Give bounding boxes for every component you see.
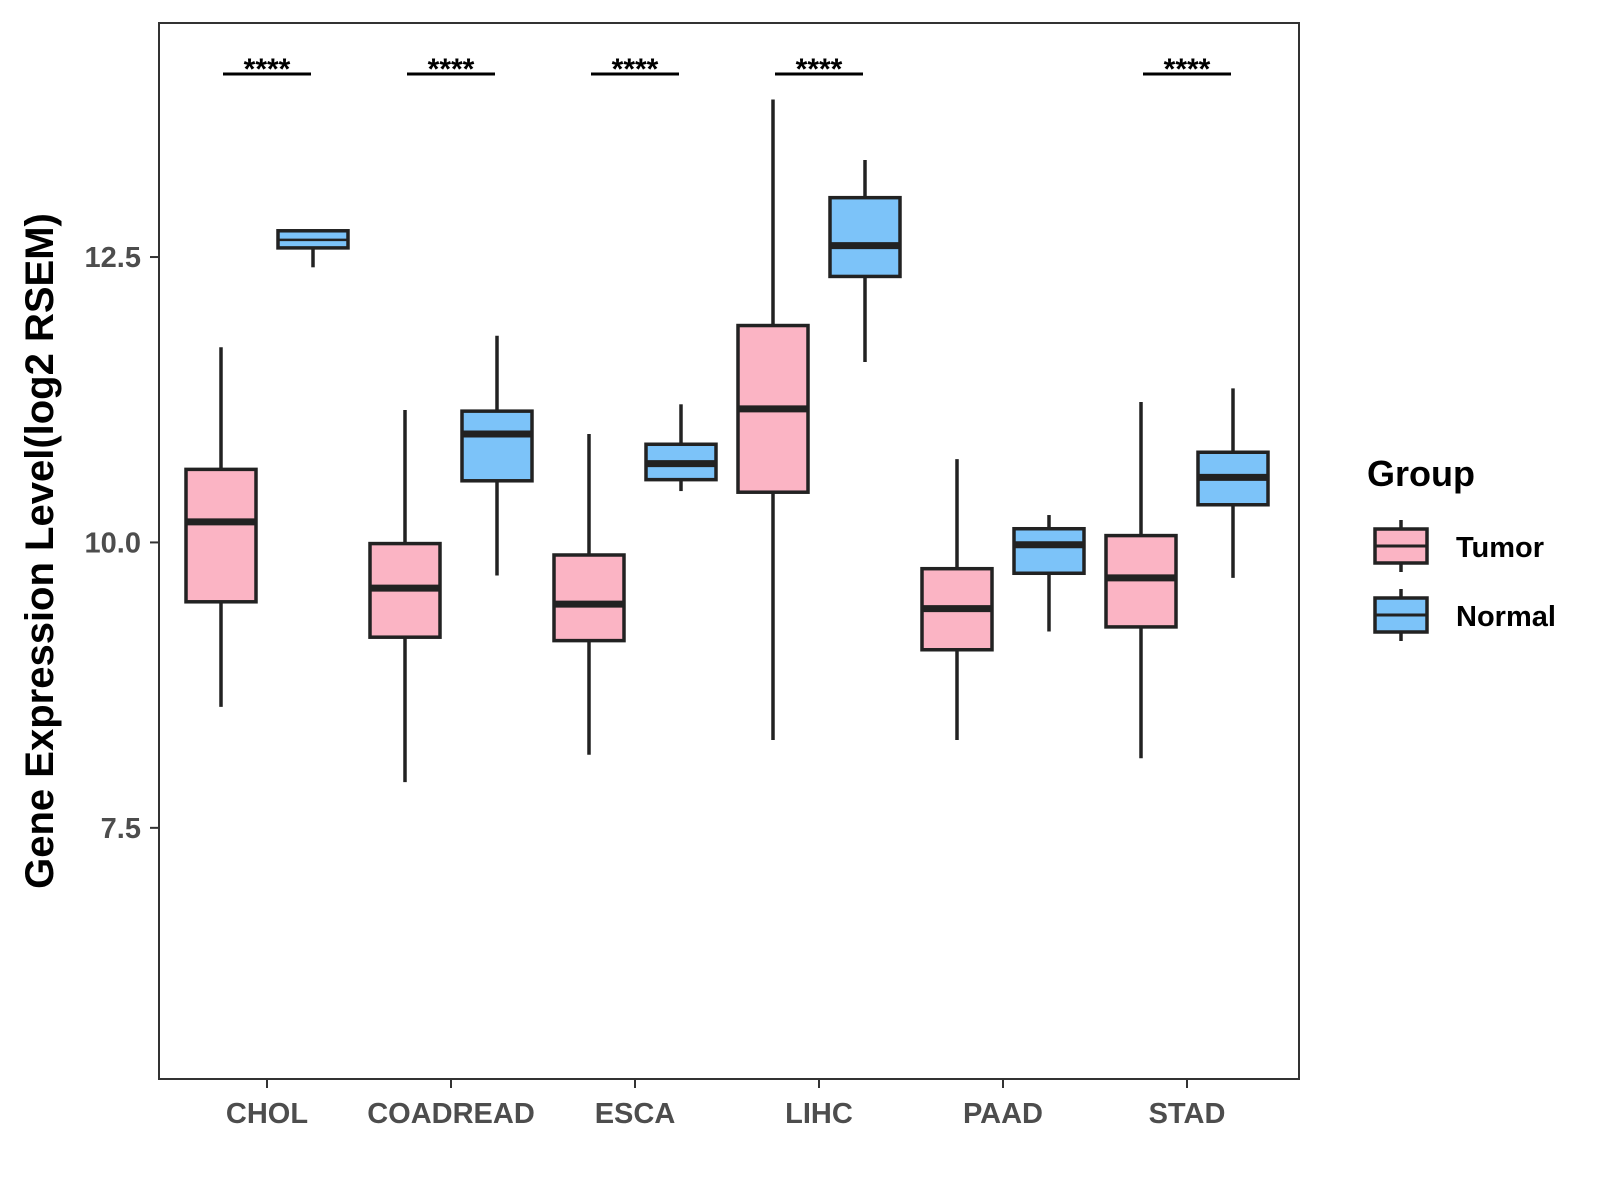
box-iqr <box>828 195 902 279</box>
significance-label: **** <box>796 53 843 86</box>
box-normal-coadread <box>460 335 534 576</box>
legend-label: Tumor <box>1456 532 1544 564</box>
x-tick-label: CHOL <box>226 1098 308 1130</box>
box-tumor-paad <box>920 459 994 740</box>
x-tick-label: LIHC <box>785 1098 853 1130</box>
legend: Group Tumor Normal <box>1367 453 1556 641</box>
legend-item-normal: Normal <box>1373 589 1556 641</box>
significance-esca: **** <box>591 53 679 86</box>
x-tick-label: STAD <box>1149 1098 1226 1130</box>
significance-lihc: **** <box>775 53 863 86</box>
y-axis-title: Gene Expression Level(log2 RSEM) <box>18 213 62 889</box>
significance-label: **** <box>1164 53 1211 86</box>
x-tick-label: COADREAD <box>367 1098 535 1130</box>
legend-title: Group <box>1367 453 1475 494</box>
box-tumor-esca <box>552 433 626 755</box>
significance-chol: **** <box>223 53 311 86</box>
box-tumor-stad <box>1104 402 1178 759</box>
box-normal-lihc <box>828 159 902 363</box>
x-tick-label: PAAD <box>963 1098 1043 1130</box>
significance-stad: **** <box>1143 53 1231 86</box>
y-tick-label: 7.5 <box>101 813 141 845</box>
y-axis: 7.5 10.0 12.5 <box>85 242 159 845</box>
significance-label: **** <box>244 53 291 86</box>
boxes-layer <box>184 99 1270 783</box>
legend-label: Normal <box>1456 601 1556 633</box>
box-iqr <box>460 409 534 483</box>
significance-label: **** <box>612 53 659 86</box>
legend-item-tumor: Tumor <box>1373 520 1544 572</box>
box-tumor-lihc <box>736 99 810 740</box>
box-normal-paad <box>1012 515 1086 632</box>
box-normal-chol <box>276 229 350 268</box>
box-iqr <box>1012 526 1086 576</box>
box-iqr <box>184 467 258 604</box>
significance-label: **** <box>428 53 475 86</box>
significance-layer: **** **** **** **** **** <box>223 53 1231 86</box>
y-tick-label: 12.5 <box>85 242 141 274</box>
box-normal-esca <box>644 404 718 492</box>
box-iqr <box>552 553 626 643</box>
box-tumor-chol <box>184 347 258 707</box>
significance-coadread: **** <box>407 53 495 86</box>
box-normal-stad <box>1196 388 1270 578</box>
x-axis: CHOL COADREAD ESCA LIHC PAAD STAD <box>226 1079 1225 1130</box>
y-tick-label: 10.0 <box>85 527 141 559</box>
x-tick-label: ESCA <box>595 1098 676 1130</box>
box-tumor-coadread <box>368 410 442 783</box>
